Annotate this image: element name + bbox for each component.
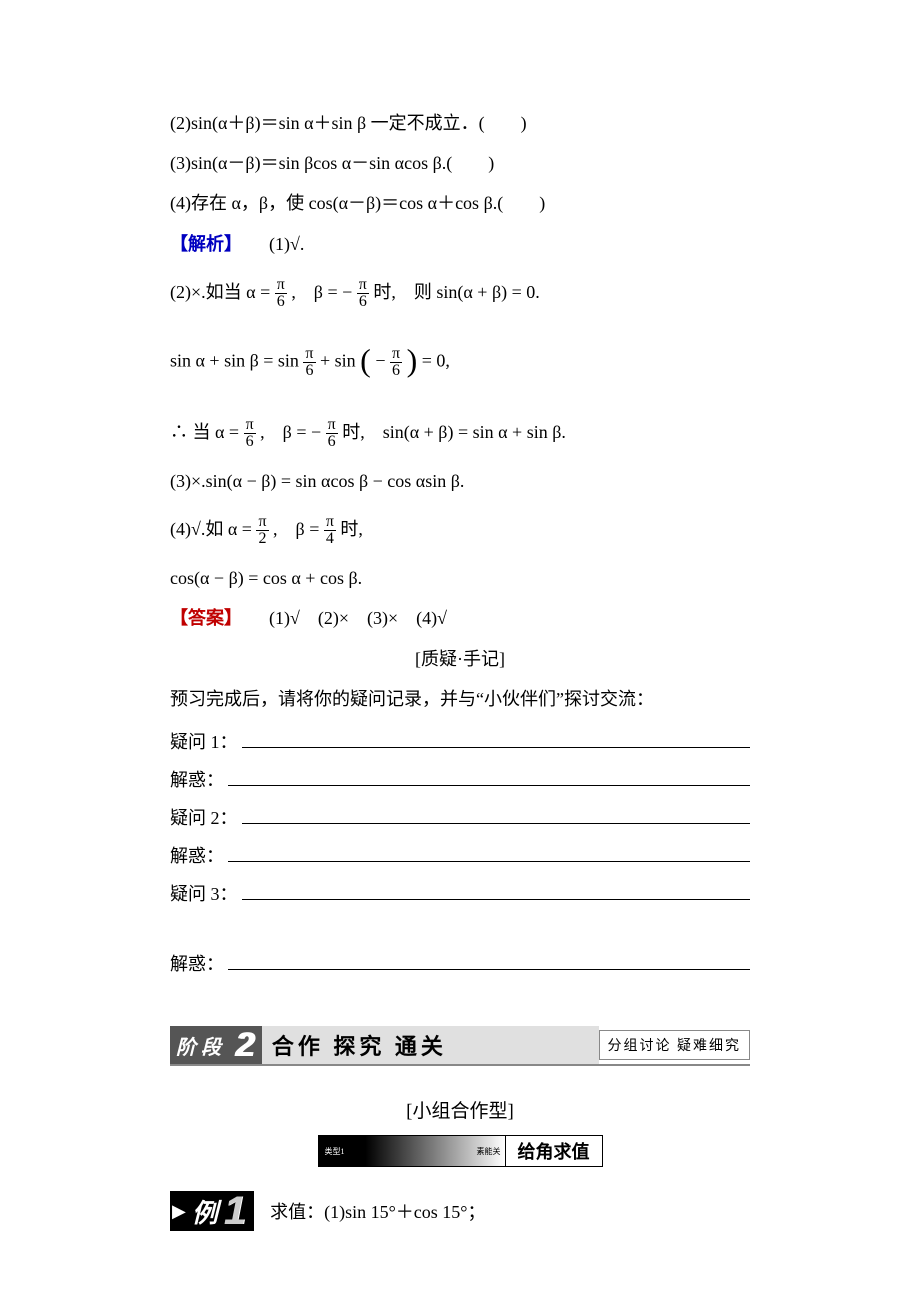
notes-q1: 疑问 1： xyxy=(170,728,750,754)
notes-s1: 解惑： xyxy=(170,766,750,792)
frac-num: π xyxy=(326,417,338,434)
a2c-post: 时, sin(α + β) = sin α + sin β. xyxy=(342,422,566,442)
topic-end: 素能关 xyxy=(477,1146,501,1157)
a2b-mid1: + sin xyxy=(320,350,356,370)
frac-num: π xyxy=(244,417,256,434)
notes-s3-label: 解惑： xyxy=(170,950,224,976)
frac-num: π xyxy=(324,514,336,531)
underline xyxy=(242,729,751,748)
analysis-a3: (3)×.sin(α − β) = sin αcos β − cos αsin … xyxy=(170,464,750,498)
frac-den: 4 xyxy=(324,531,336,547)
q4-text: (4)存在 α，β，使 cos(α－β)＝cos α＋cos β.( ) xyxy=(170,193,545,213)
fraction: π 6 xyxy=(244,417,256,450)
fraction: π 4 xyxy=(324,514,336,547)
a2-pre: (2)×.如当 α = xyxy=(170,282,275,302)
analysis-a4-line1: (4)√.如 α = π 2 , β = π 4 时, xyxy=(170,508,750,551)
underline xyxy=(242,881,751,900)
notes-s2-label: 解惑： xyxy=(170,842,224,868)
banner-right-label: 分组讨论 疑难细究 xyxy=(599,1030,751,1060)
example-badge-text: 例 xyxy=(188,1193,222,1230)
frac-num: π xyxy=(275,277,287,294)
a2-mid1: , β = − xyxy=(291,282,352,302)
topic-box: 类型1 素能关 给角求值 xyxy=(170,1135,750,1167)
frac-den: 6 xyxy=(244,434,256,450)
frac-den: 6 xyxy=(303,363,315,379)
q2-text: (2)sin(α＋β)＝sin α＋sin β 一定不成立．( ) xyxy=(170,113,527,133)
a4-post: 时, xyxy=(340,519,363,539)
triangle-icon: ▶ xyxy=(170,1201,188,1222)
example-text: 求值：(1)sin 15°＋cos 15°； xyxy=(270,1198,485,1224)
frac-den: 6 xyxy=(326,434,338,450)
example-row: ▶ 例 1 求值：(1)sin 15°＋cos 15°； xyxy=(170,1191,750,1231)
fraction: π 6 xyxy=(390,346,402,379)
group-subhead: [小组合作型] xyxy=(170,1096,750,1123)
frac-den: 6 xyxy=(390,363,402,379)
q3-text: (3)sin(α－β)＝sin βcos α－sin αcos β.( ) xyxy=(170,153,494,173)
a4b-text: cos(α − β) = cos α + cos β. xyxy=(170,568,362,588)
question-4: (4)存在 α，β，使 cos(α－β)＝cos α＋cos β.( ) xyxy=(170,186,750,220)
spacer xyxy=(170,918,750,938)
notes-s1-label: 解惑： xyxy=(170,766,224,792)
notes-title: [质疑·手记] xyxy=(170,642,750,676)
answer-line: 【答案】 (1)√ (2)× (3)× (4)√ xyxy=(170,601,750,635)
fraction: π 6 xyxy=(303,346,315,379)
a4-pre: (4)√.如 α = xyxy=(170,519,256,539)
frac-num: π xyxy=(303,346,315,363)
notes-s3: 解惑： xyxy=(170,950,750,976)
underline xyxy=(228,767,750,786)
notes-s2: 解惑： xyxy=(170,842,750,868)
fraction: π 2 xyxy=(256,514,268,547)
notes-intro: 预习完成后，请将你的疑问记录，并与“小伙伴们”探讨交流： xyxy=(170,682,750,716)
frac-den: 6 xyxy=(275,294,287,310)
notes-q3: 疑问 3： xyxy=(170,880,750,906)
a2b-post: = 0, xyxy=(422,350,450,370)
topic-tag: 类型1 xyxy=(325,1146,345,1157)
frac-den: 2 xyxy=(256,531,268,547)
topic-left: 类型1 素能关 xyxy=(319,1136,505,1166)
frac-den: 6 xyxy=(357,294,369,310)
notes-q3-label: 疑问 3： xyxy=(170,880,238,906)
banner-title: 合作 探究 通关 xyxy=(262,1026,599,1064)
notes-q1-label: 疑问 1： xyxy=(170,728,238,754)
analysis-a1: (1)√. xyxy=(269,234,304,254)
example-badge-num: 1 xyxy=(222,1195,250,1227)
a2c-pre: ∴ 当 α = xyxy=(170,422,244,442)
question-3: (3)sin(α－β)＝sin βcos α－sin αcos β.( ) xyxy=(170,146,750,180)
fraction: π 6 xyxy=(326,417,338,450)
a2b-pre: sin α + sin β = sin xyxy=(170,350,303,370)
banner-number: 2 xyxy=(227,1026,262,1064)
analysis-label: 【解析】 xyxy=(170,234,242,254)
underline xyxy=(228,843,750,862)
topic: 类型1 素能关 给角求值 xyxy=(318,1135,603,1167)
stage-banner: 阶 段 2 合作 探究 通关 分组讨论 疑难细究 xyxy=(170,1026,750,1066)
example-badge: ▶ 例 1 xyxy=(170,1191,254,1231)
answer-label: 【答案】 xyxy=(170,608,242,628)
notes-q2: 疑问 2： xyxy=(170,804,750,830)
question-2: (2)sin(α＋β)＝sin α＋sin β 一定不成立．( ) xyxy=(170,106,750,140)
analysis-a2-line1: (2)×.如当 α = π 6 , β = − π 6 时, 则 sin(α +… xyxy=(170,271,750,314)
fraction: π 6 xyxy=(357,277,369,310)
analysis-a4-line2: cos(α − β) = cos α + cos β. xyxy=(170,561,750,595)
a3-text: (3)×.sin(α − β) = sin αcos β − cos αsin … xyxy=(170,471,464,491)
a2-mid2: 时, 则 sin(α + β) = 0. xyxy=(373,282,539,302)
analysis-a2-line3: ∴ 当 α = π 6 , β = − π 6 时, sin(α + β) = … xyxy=(170,411,750,454)
analysis-a2-line2: sin α + sin β = sin π 6 + sin ( − π 6 ) … xyxy=(170,324,750,401)
frac-num: π xyxy=(256,514,268,531)
frac-num: π xyxy=(390,346,402,363)
a4-mid1: , β = xyxy=(273,519,324,539)
banner-left-label: 阶 段 xyxy=(170,1026,227,1064)
page: (2)sin(α＋β)＝sin α＋sin β 一定不成立．( ) (3)sin… xyxy=(0,0,920,1271)
a2c-mid1: , β = − xyxy=(260,422,321,442)
analysis-line: 【解析】 (1)√. xyxy=(170,227,750,261)
underline xyxy=(242,805,751,824)
answer-text: (1)√ (2)× (3)× (4)√ xyxy=(269,608,447,628)
paren-right-icon: ) xyxy=(407,342,418,378)
topic-label: 给角求值 xyxy=(505,1136,602,1166)
frac-num: π xyxy=(357,277,369,294)
notes-q2-label: 疑问 2： xyxy=(170,804,238,830)
fraction: π 6 xyxy=(275,277,287,310)
paren-left-icon: ( xyxy=(360,342,371,378)
underline xyxy=(228,951,750,970)
